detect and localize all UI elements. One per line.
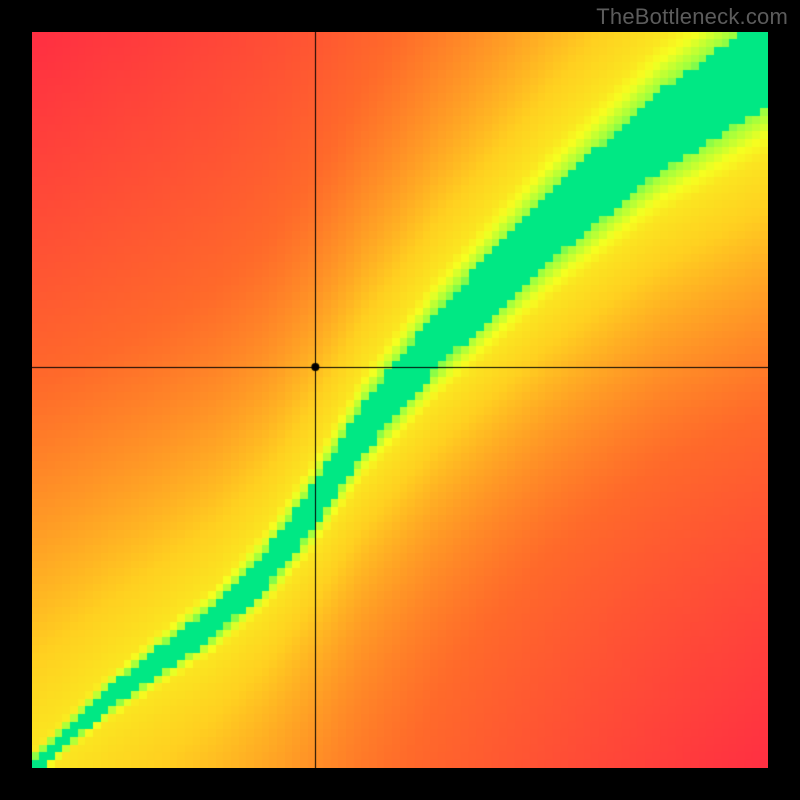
heatmap-canvas bbox=[32, 32, 768, 768]
watermark-text: TheBottleneck.com bbox=[596, 4, 788, 30]
chart-container: TheBottleneck.com bbox=[0, 0, 800, 800]
plot-area bbox=[32, 32, 768, 768]
